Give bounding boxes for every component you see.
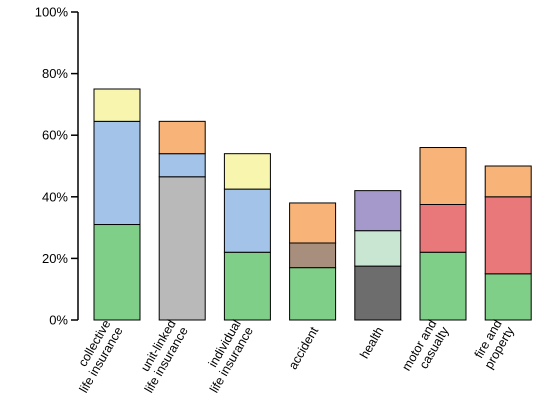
bar-segment <box>354 230 402 267</box>
category-label: motor andcasualty <box>399 317 452 380</box>
bar-stack <box>223 153 271 321</box>
bar-segment <box>223 153 271 190</box>
axes: 0% 20% 40% 60% 80% 100% <box>35 5 79 328</box>
bar-stack <box>158 120 206 321</box>
bar-segment <box>484 165 532 198</box>
bar-stack <box>419 147 467 321</box>
bar-segment <box>93 120 141 226</box>
bar-segment <box>289 242 337 269</box>
category-label: health <box>357 324 386 361</box>
bar-segment <box>354 265 402 321</box>
bars <box>93 88 532 321</box>
bar-segment <box>484 196 532 275</box>
bar-segment <box>354 190 402 232</box>
category-label: fire andproperty <box>470 317 518 371</box>
category-label: accident <box>286 324 322 372</box>
y-tick-label: 100% <box>35 5 69 20</box>
category-label: collectivelife insurance <box>65 317 126 395</box>
category-label: unit-linkedlife insurance <box>130 317 191 395</box>
y-tick-label: 60% <box>42 128 68 143</box>
category-label: individuallife insurance <box>195 317 256 395</box>
bar-stack <box>354 190 402 321</box>
bar-segment <box>93 224 141 321</box>
bar-segment <box>289 267 337 321</box>
bar-segment <box>223 251 271 321</box>
bar-segment <box>484 273 532 321</box>
bar-segment <box>289 202 337 244</box>
bar-stack <box>93 88 141 321</box>
bar-segment <box>223 188 271 253</box>
bar-stack <box>289 202 337 321</box>
y-tick-label: 80% <box>42 66 68 81</box>
y-tick-label: 0% <box>49 313 68 328</box>
category-label-line: health <box>357 324 386 361</box>
bar-segment <box>93 88 141 122</box>
y-tick-label: 40% <box>42 189 68 204</box>
bar-segment <box>419 251 467 321</box>
bar-segment <box>158 176 206 321</box>
bar-segment <box>419 147 467 206</box>
bar-segment <box>419 204 467 253</box>
category-label-line: accident <box>286 324 322 372</box>
y-tick-label: 20% <box>42 251 68 266</box>
category-labels: collectivelife insurance unit-linkedlife … <box>65 317 518 395</box>
bar-segment <box>158 120 206 155</box>
bar-segment <box>158 153 206 178</box>
bar-stack <box>484 165 532 321</box>
